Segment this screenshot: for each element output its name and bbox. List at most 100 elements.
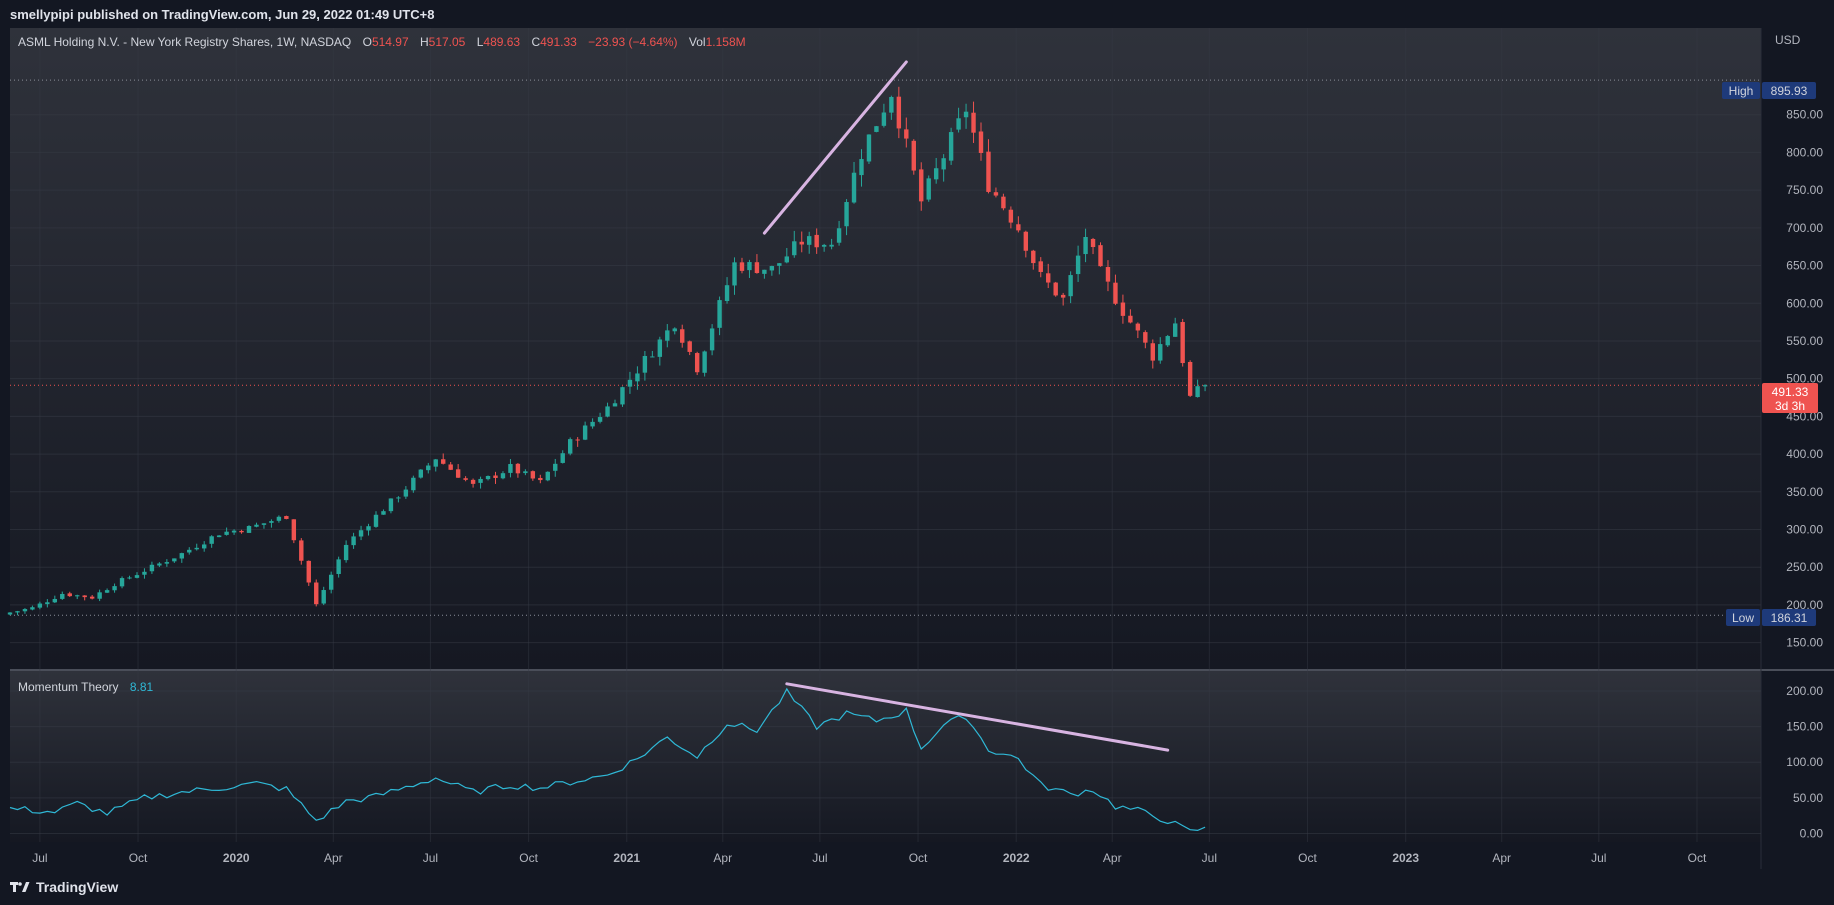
candle-body[interactable] [441, 459, 446, 464]
candle-body[interactable] [702, 351, 707, 373]
candle-body[interactable] [187, 549, 192, 553]
candle-body[interactable] [754, 262, 760, 274]
candle-body[interactable] [500, 473, 506, 479]
candle-body[interactable] [747, 262, 752, 271]
candle-body[interactable] [418, 469, 424, 478]
candle-body[interactable] [388, 498, 394, 512]
candle-body[interactable] [665, 330, 670, 341]
candle-body[interactable] [231, 530, 237, 533]
candle-body[interactable] [1075, 255, 1081, 275]
candle-body[interactable] [1046, 273, 1051, 283]
candle-body[interactable] [45, 602, 50, 605]
candle-body[interactable] [463, 478, 468, 480]
candle-body[interactable] [269, 521, 274, 523]
candle-body[interactable] [784, 256, 789, 263]
candle-body[interactable] [119, 578, 125, 587]
candle-body[interactable] [926, 178, 931, 200]
candle-body[interactable] [82, 595, 87, 598]
candle-body[interactable] [1031, 250, 1036, 264]
candle-body[interactable] [37, 603, 43, 608]
candle-body[interactable] [687, 341, 692, 352]
candle-body[interactable] [941, 158, 946, 170]
candle-body[interactable] [874, 126, 879, 132]
candle-body[interactable] [597, 417, 603, 422]
candle-body[interactable] [172, 558, 177, 562]
candle-body[interactable] [821, 244, 827, 247]
candle-body[interactable] [164, 562, 170, 564]
candle-body[interactable] [261, 523, 267, 525]
candle-body[interactable] [403, 489, 409, 497]
momentum-trendline[interactable] [785, 682, 1170, 752]
candle-body[interactable] [284, 516, 289, 519]
candle-body[interactable] [777, 263, 782, 266]
candle-body[interactable] [142, 571, 147, 575]
candle-body[interactable] [321, 590, 326, 604]
candle-body[interactable] [1008, 209, 1014, 223]
candle-body[interactable] [455, 469, 461, 478]
candle-body[interactable] [993, 192, 999, 196]
candle-body[interactable] [530, 471, 536, 479]
candle-body[interactable] [732, 262, 737, 286]
candle-body[interactable] [239, 530, 244, 533]
candle-body[interactable] [590, 421, 595, 427]
candle-body[interactable] [1128, 315, 1133, 323]
candle-body[interactable] [889, 97, 894, 113]
candle-body[interactable] [575, 439, 580, 441]
candle-body[interactable] [15, 611, 20, 613]
candle-body[interactable] [851, 172, 857, 203]
candle-body[interactable] [620, 387, 625, 405]
candle-body[interactable] [1165, 336, 1170, 346]
candle-body[interactable] [1195, 386, 1200, 398]
candle-body[interactable] [680, 329, 685, 343]
candle-body[interactable] [1068, 275, 1073, 297]
candle-body[interactable] [508, 464, 513, 473]
candle-body[interactable] [844, 202, 849, 227]
candle-body[interactable] [67, 593, 72, 597]
candle-body[interactable] [567, 439, 573, 454]
candle-body[interactable] [769, 266, 775, 271]
candle-body[interactable] [919, 169, 924, 202]
candle-body[interactable] [299, 540, 304, 561]
candle-body[interactable] [814, 234, 819, 248]
candle-body[interactable] [149, 564, 155, 572]
candle-body[interactable] [478, 478, 483, 483]
candle-body[interactable] [194, 547, 199, 550]
candle-body[interactable] [978, 131, 984, 153]
candle-body[interactable] [52, 598, 58, 603]
candle-body[interactable] [762, 269, 767, 274]
candle-body[interactable] [89, 596, 95, 599]
candle-body[interactable] [560, 453, 565, 463]
candle-body[interactable] [314, 582, 319, 605]
candle-body[interactable] [627, 379, 633, 387]
candle-body[interactable] [956, 118, 961, 130]
candle-body[interactable] [799, 241, 804, 245]
candle-body[interactable] [986, 151, 991, 192]
candle-body[interactable] [553, 463, 558, 471]
candle-body[interactable] [642, 355, 648, 373]
candle-body[interactable] [545, 471, 550, 481]
candle-body[interactable] [254, 524, 259, 527]
candle-body[interactable] [60, 593, 65, 599]
candle-body[interactable] [694, 353, 700, 373]
chart-canvas[interactable]: 150.00200.00250.00300.00350.00400.00450.… [0, 0, 1834, 869]
candle-body[interactable] [1150, 343, 1155, 361]
candle-body[interactable] [470, 479, 476, 484]
candle-body[interactable] [366, 526, 371, 531]
candle-body[interactable] [1023, 231, 1029, 251]
candle-body[interactable] [396, 497, 401, 499]
candle-body[interactable] [635, 373, 640, 382]
candle-body[interactable] [859, 159, 864, 176]
candle-body[interactable] [807, 236, 812, 245]
candle-body[interactable] [739, 262, 745, 271]
price-trendline[interactable] [762, 60, 908, 235]
candle-body[interactable] [709, 328, 715, 351]
candle-body[interactable] [1120, 302, 1126, 316]
candle-body[interactable] [426, 465, 431, 471]
candle-body[interactable] [1135, 323, 1141, 331]
candle-body[interactable] [411, 477, 416, 491]
candle-body[interactable] [97, 592, 102, 599]
candle-body[interactable] [306, 560, 311, 583]
candle-body[interactable] [358, 530, 364, 537]
candle-body[interactable] [650, 356, 655, 358]
candle-body[interactable] [351, 536, 356, 546]
